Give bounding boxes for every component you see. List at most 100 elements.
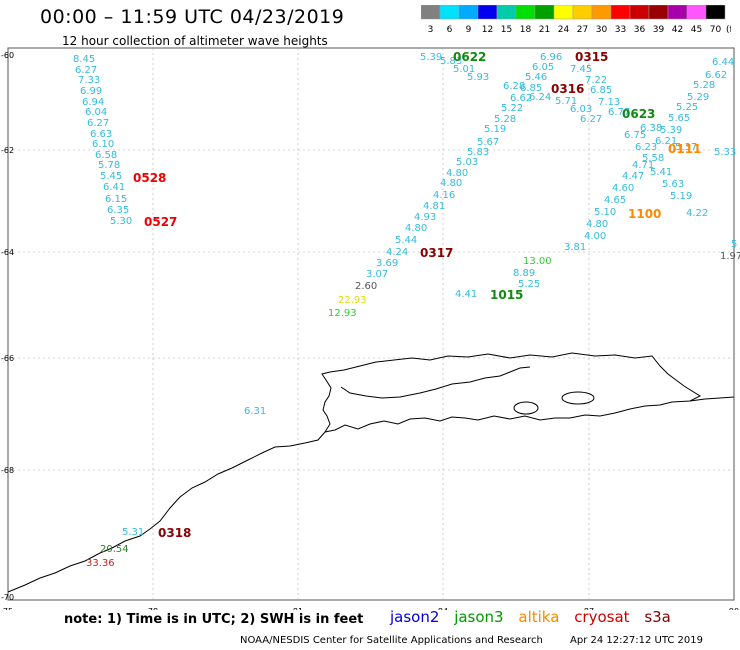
swh-value: 8.89: [513, 268, 535, 279]
swh-value: 22.93: [338, 295, 367, 306]
swh-value: 5.67: [477, 137, 499, 148]
swh-value: 5.22: [501, 103, 523, 114]
swh-value: 5.29: [687, 92, 709, 103]
swh-value: 3.69: [376, 258, 398, 269]
swh-value: 6.96: [540, 52, 562, 63]
x-tick-label: 84: [438, 607, 448, 610]
legend-jason2: jason2: [390, 608, 440, 626]
swh-value: 7.33: [78, 75, 100, 86]
swh-value: 5.25: [676, 102, 698, 113]
swh-value: 5.10: [594, 207, 616, 218]
x-tick-label: 75: [3, 607, 13, 610]
swh-value: 5.03: [456, 157, 478, 168]
swh-value: 6.41: [103, 182, 125, 193]
swh-value: 5.39: [660, 125, 682, 136]
swh-value: 5.45: [100, 171, 122, 182]
legend-altika: altika: [518, 608, 560, 626]
swh-value: 6.10: [92, 139, 114, 150]
swh-value: 6.05: [532, 62, 554, 73]
footer: NOAA/NESDIS Center for Satellite Applica…: [240, 635, 727, 646]
time-tag: 0111: [668, 142, 701, 156]
swh-value: 2.60: [355, 281, 377, 292]
swh-value: 6.03: [570, 104, 592, 115]
swh-value: 4.65: [604, 195, 626, 206]
swh-value: 4.80: [446, 168, 468, 179]
swh-value: 5.44: [395, 235, 417, 246]
coastline-ice-shelf: [7, 396, 735, 593]
swh-value: 4.24: [386, 247, 408, 258]
y-tick-label: -66: [1, 354, 14, 363]
island-2: [561, 391, 595, 405]
coastline: [7, 352, 735, 593]
swh-value: 4.80: [405, 223, 427, 234]
swh-value: 7.45: [570, 64, 592, 75]
swh-value: 6.85: [520, 83, 542, 94]
x-tick-label: 90: [729, 607, 739, 610]
time-tag: 0315: [575, 50, 608, 64]
coastline-peninsula: [321, 352, 702, 433]
swh-value: 8.45: [73, 54, 95, 65]
swh-value: 6.21: [655, 136, 677, 147]
swh-value: 6.24: [529, 92, 551, 103]
swh-value: 6.04: [85, 107, 107, 118]
footer-timestamp: Apr 24 12:27:12 UTC 2019: [570, 635, 703, 646]
swh-value: 4.22: [686, 208, 708, 219]
swh-value: 6.99: [80, 86, 102, 97]
swh-value: 3.81: [564, 242, 586, 253]
swh-value: 4.16: [433, 190, 455, 201]
scale-label: 42: [672, 25, 683, 35]
scale-label: 33: [615, 25, 626, 35]
swh-value: 3.07: [366, 269, 388, 280]
time-tag: 0318: [158, 526, 191, 540]
graticule: [8, 48, 734, 600]
scale-label: 30: [596, 25, 608, 35]
swh-value: 6.58: [95, 150, 117, 161]
swh-value: 5.41: [650, 167, 672, 178]
scale-label: 27: [577, 25, 588, 35]
note-text: note: 1) Time is in UTC; 2) SWH is in fe…: [64, 612, 364, 627]
scale-label: 6: [447, 25, 453, 35]
swh-value: 5.28: [693, 80, 715, 91]
scale-label: 15: [501, 25, 512, 35]
swh-value: 5.30: [110, 216, 132, 227]
swh-value: 5.78: [98, 160, 120, 171]
swh-value: 5.01: [453, 64, 475, 75]
swh-value: 6.63: [90, 129, 112, 140]
time-tag: 0528: [133, 171, 166, 185]
swh-value: 5.19: [484, 124, 506, 135]
swh-value: 12.93: [328, 308, 357, 319]
swh-value: 6.27: [87, 118, 109, 129]
swh-measurements: 8.456.277.336.996.946.046.276.636.106.58…: [73, 52, 740, 569]
map-panel: 757881848790 -60-62-64-66-68-70 8.456.27…: [1, 47, 740, 610]
scale-label: 70: [710, 25, 722, 35]
swh-value: 6.27: [75, 65, 97, 76]
swh-value: 6.15: [105, 194, 127, 205]
swh-value: 6.23: [635, 142, 657, 153]
legend-jason3: jason3: [454, 608, 504, 626]
footer-credit: NOAA/NESDIS Center for Satellite Applica…: [240, 635, 543, 646]
swh-value: 5.63: [662, 179, 684, 190]
time-tags: 0528 0527 0622 0315 0316 0623 0111 1100 0317 1015…: [133, 50, 701, 540]
swh-value: 6.75: [624, 130, 646, 141]
map-frame: [7, 47, 735, 601]
scale-label: 12: [482, 25, 493, 35]
swh-value: 4.81: [423, 201, 445, 212]
x-tick-label: 81: [293, 607, 303, 610]
y-tick-label: -64: [1, 248, 14, 257]
scale-swatch: [705, 5, 726, 20]
swh-value: 4.71: [632, 160, 654, 171]
time-tag: 0622: [453, 50, 486, 64]
swh-value: 6.35: [107, 205, 129, 216]
swh-value: 5.37: [675, 142, 697, 153]
swh-value: 6.31: [244, 406, 266, 417]
legend-cryosat: cryosat: [574, 608, 630, 626]
time-tag: 0317: [420, 246, 453, 260]
swh-value: 4.00: [584, 231, 606, 242]
swh-value: 6.38: [640, 123, 662, 134]
swh-value: 5.46: [525, 72, 547, 83]
swh-value: 4.80: [586, 219, 608, 230]
time-tag: 0623: [622, 107, 655, 121]
swh-value: 5.33: [714, 147, 736, 158]
scale-unit: (ft): [726, 25, 731, 35]
